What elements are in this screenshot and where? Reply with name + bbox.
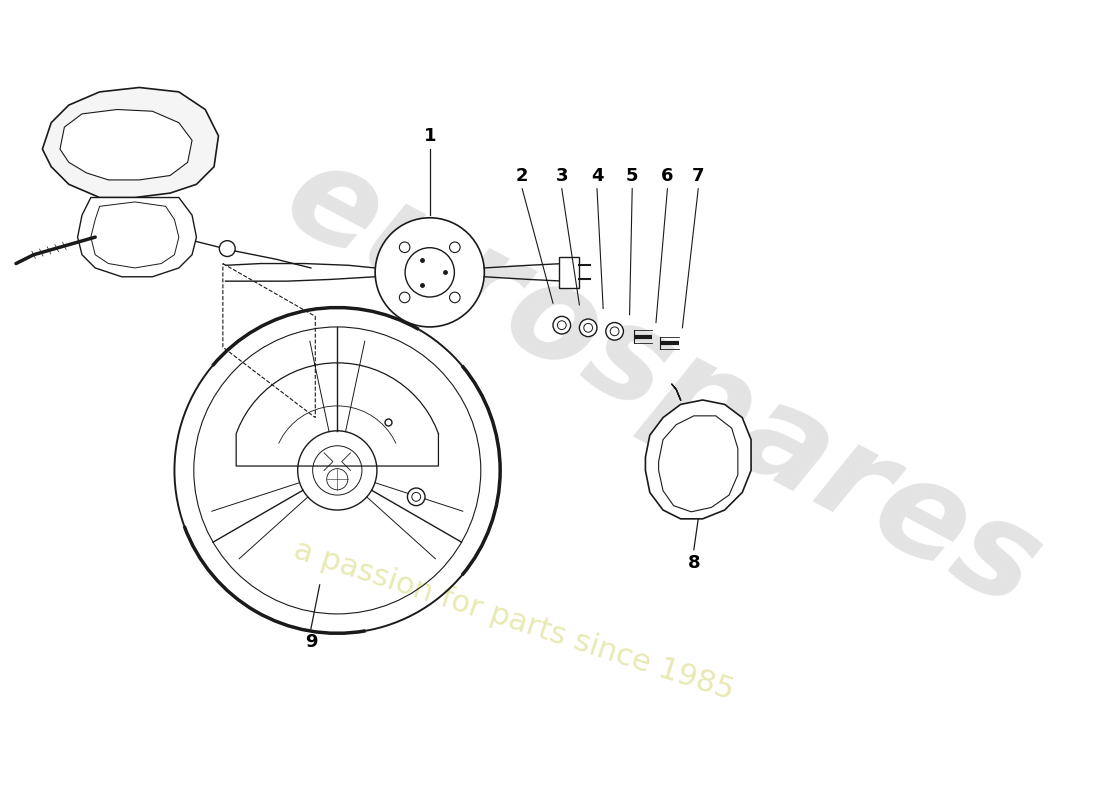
- Text: 4: 4: [591, 166, 603, 185]
- Circle shape: [399, 292, 410, 302]
- Text: 5: 5: [626, 166, 638, 185]
- Circle shape: [450, 292, 460, 302]
- Text: 9: 9: [305, 633, 317, 651]
- Polygon shape: [646, 400, 751, 519]
- Text: 7: 7: [692, 166, 704, 185]
- Text: 3: 3: [556, 166, 568, 185]
- Text: 1: 1: [424, 127, 436, 145]
- Circle shape: [219, 241, 235, 257]
- Circle shape: [399, 242, 410, 253]
- Polygon shape: [43, 87, 219, 198]
- Text: 6: 6: [661, 166, 673, 185]
- Circle shape: [580, 319, 597, 337]
- Circle shape: [450, 242, 460, 253]
- Polygon shape: [60, 110, 192, 180]
- Circle shape: [375, 218, 484, 327]
- FancyBboxPatch shape: [559, 257, 579, 288]
- Circle shape: [553, 316, 571, 334]
- Text: 2: 2: [516, 166, 528, 185]
- Text: a passion for parts since 1985: a passion for parts since 1985: [289, 535, 737, 705]
- Circle shape: [606, 322, 624, 340]
- Circle shape: [407, 488, 425, 506]
- Polygon shape: [78, 198, 197, 277]
- Circle shape: [405, 248, 454, 297]
- Text: eurospares: eurospares: [265, 130, 1062, 634]
- Text: 8: 8: [688, 554, 700, 572]
